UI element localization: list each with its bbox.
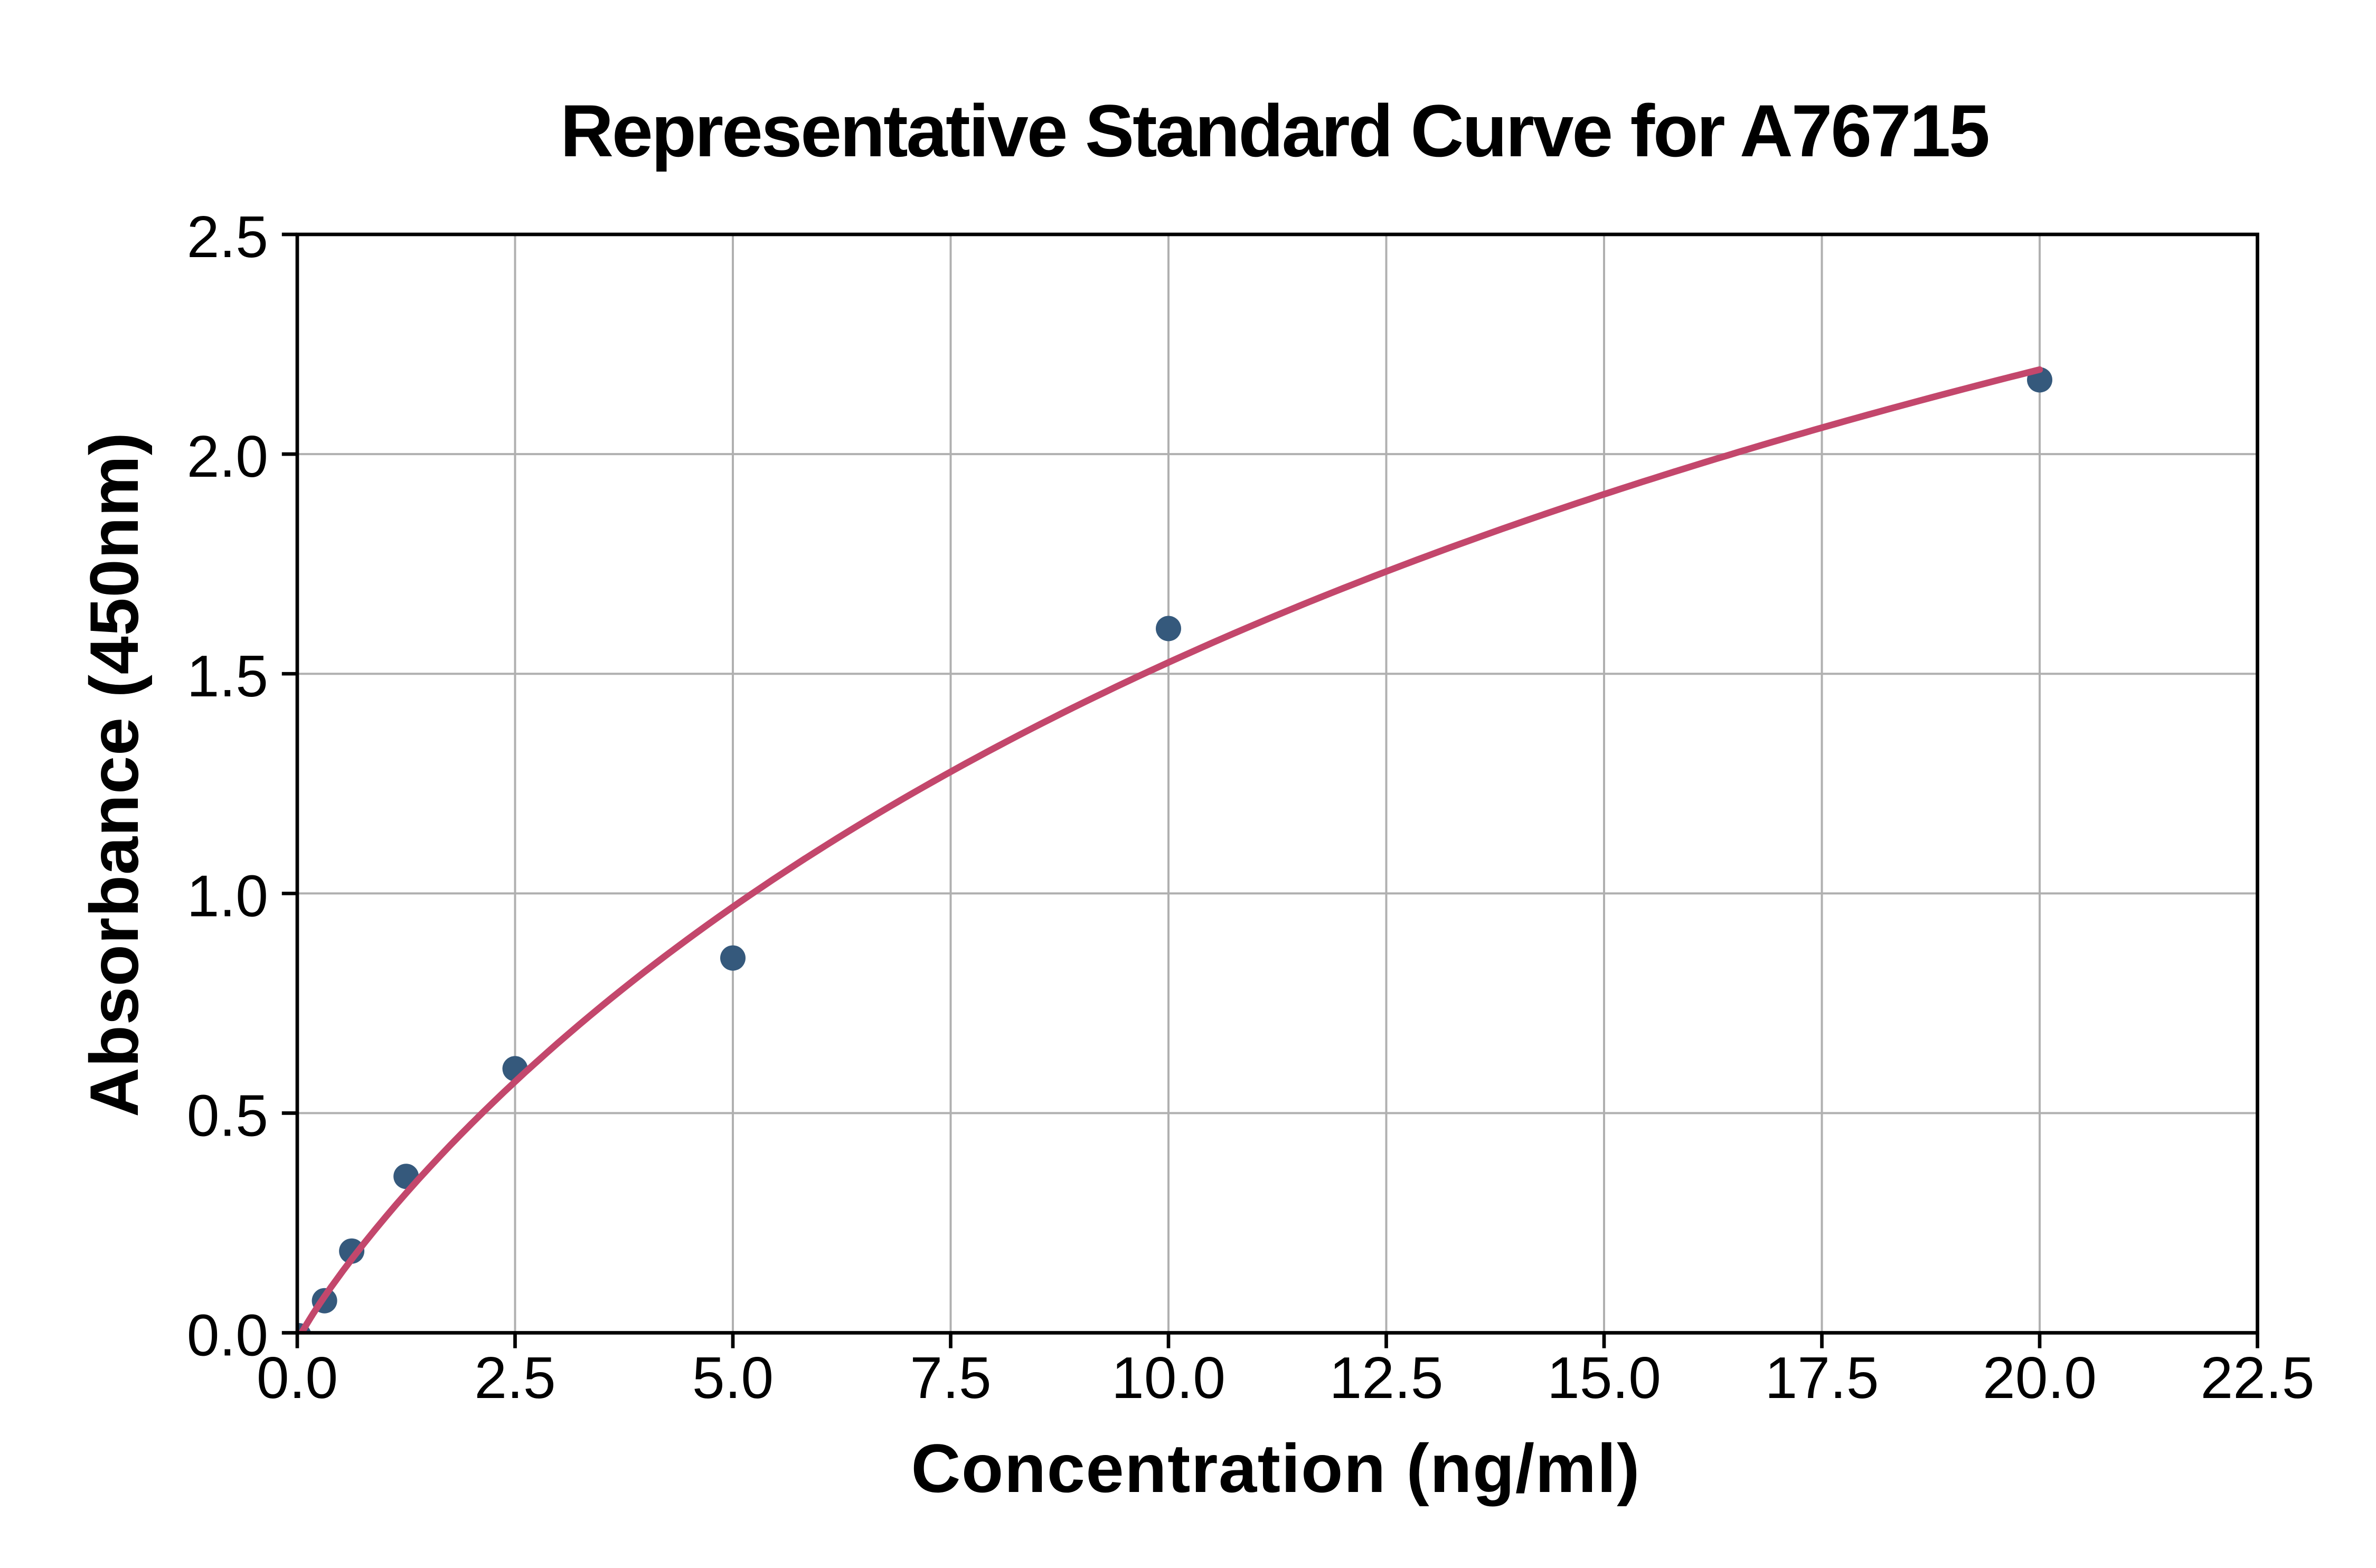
svg-text:0.0: 0.0 <box>187 1303 268 1368</box>
svg-text:22.5: 22.5 <box>2200 1345 2314 1411</box>
svg-text:5.0: 5.0 <box>692 1345 774 1411</box>
svg-text:Concentration (ng/ml): Concentration (ng/ml) <box>911 1430 1640 1507</box>
svg-text:17.5: 17.5 <box>1765 1345 1879 1411</box>
svg-text:7.5: 7.5 <box>910 1345 991 1411</box>
svg-text:1.0: 1.0 <box>187 863 268 929</box>
svg-text:20.0: 20.0 <box>1983 1345 2097 1411</box>
svg-text:1.5: 1.5 <box>187 644 268 709</box>
svg-text:15.0: 15.0 <box>1547 1345 1661 1411</box>
svg-text:12.5: 12.5 <box>1329 1345 1443 1411</box>
svg-text:Representative Standard Curve: Representative Standard Curve for A76715 <box>560 89 1990 172</box>
svg-text:2.5: 2.5 <box>187 204 268 270</box>
svg-text:0.0: 0.0 <box>257 1345 338 1411</box>
svg-text:Absorbance (450nm): Absorbance (450nm) <box>76 432 153 1117</box>
svg-text:2.0: 2.0 <box>187 424 268 489</box>
svg-text:10.0: 10.0 <box>1111 1345 1225 1411</box>
svg-text:2.5: 2.5 <box>474 1345 555 1411</box>
svg-text:0.5: 0.5 <box>187 1083 268 1148</box>
